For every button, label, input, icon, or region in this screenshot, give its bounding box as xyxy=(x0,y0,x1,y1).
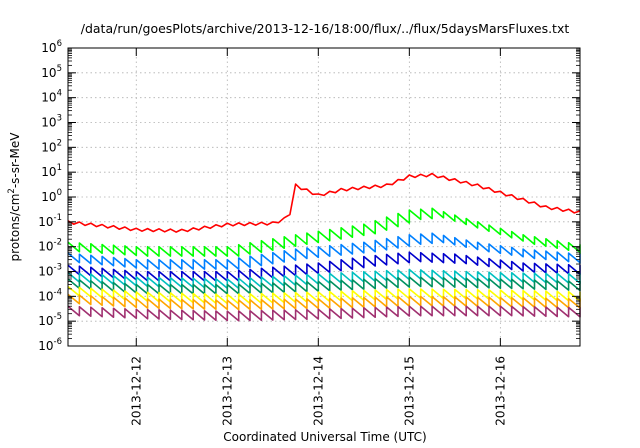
y-tick-label: 10-6 xyxy=(38,337,62,353)
series-line xyxy=(67,293,581,311)
x-tick-labels: 2013-12-12 2013-12-13 2013-12-14 2013-12-15… xyxy=(129,356,507,426)
chart-title: /data/run/goesPlots/archive/2013-12-16/1… xyxy=(81,21,570,36)
tick-marks xyxy=(68,47,580,347)
y-tick-label: 10-3 xyxy=(38,263,62,279)
y-tick-label: 105 xyxy=(41,64,62,80)
x-axis-label: Coordinated Universal Time (UTC) xyxy=(223,430,426,444)
series-line xyxy=(67,172,581,233)
y-axis-label: protons/cm2-s-sr-MeV xyxy=(7,132,22,262)
series-layer xyxy=(67,172,581,322)
y-tick-label: 100 xyxy=(41,188,62,204)
series-line xyxy=(67,207,581,257)
grid-lines xyxy=(68,48,580,346)
y-tick-label: 106 xyxy=(41,39,62,55)
series-line xyxy=(67,232,581,270)
series-line xyxy=(67,305,581,322)
series-line xyxy=(67,285,581,305)
x-tick-label: 2013-12-16 xyxy=(493,356,507,426)
y-tick-label: 10-2 xyxy=(38,238,62,254)
y-tick-labels: 10-6 10-5 10-4 10-3 10-2 10-1 100 101 102 103 104 1… xyxy=(38,39,62,353)
y-tick-label: 10-4 xyxy=(38,287,62,303)
y-tick-label: 104 xyxy=(41,89,62,105)
x-tick-label: 2013-12-13 xyxy=(220,356,234,426)
y-tick-label: 10-5 xyxy=(38,312,62,328)
x-tick-label: 2013-12-15 xyxy=(402,356,416,426)
y-tick-label: 10-1 xyxy=(38,213,62,229)
y-tick-label: 103 xyxy=(41,114,62,130)
y-tick-label: 102 xyxy=(41,138,62,154)
x-tick-label: 2013-12-14 xyxy=(311,356,325,426)
y-tick-label: 101 xyxy=(41,163,62,179)
x-tick-label: 2013-12-12 xyxy=(129,356,143,426)
